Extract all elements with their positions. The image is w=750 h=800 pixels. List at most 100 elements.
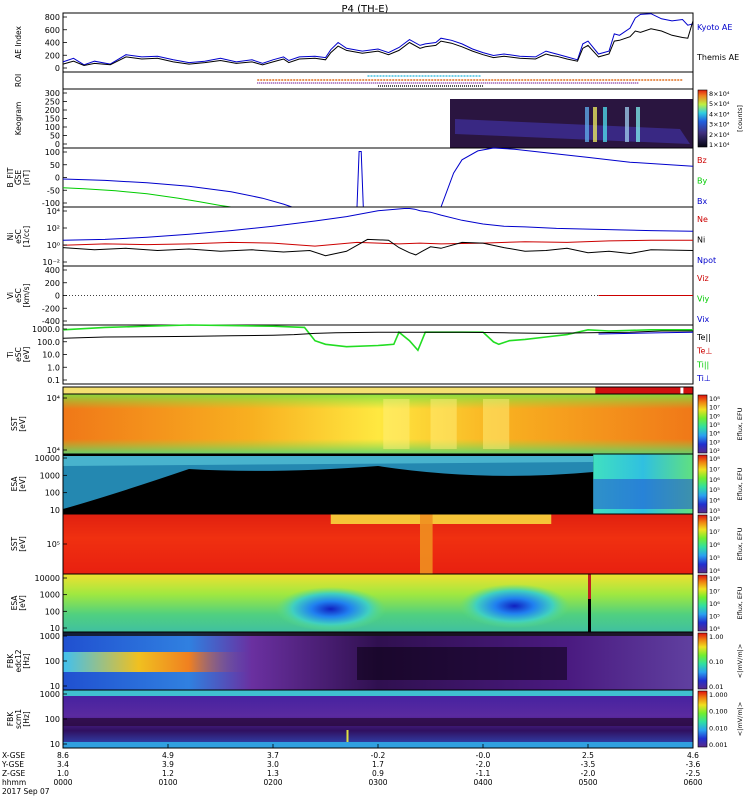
colorbar-tick-fbk1: 0.10 [709, 658, 723, 666]
colorbar-tick-esa1: 10⁷ [709, 465, 720, 473]
keogram-band [455, 119, 690, 144]
panel-fbk1: 1000 100 10 FBK edc12 [Hz] 1.00 0.10 0.01 <|mV/m|… [6, 631, 744, 691]
panel-ae: 800 600 400 200 0 AE Index Kyoto AE Themis AE [14, 12, 739, 73]
ytick-label-fbk2: 100 [45, 715, 60, 724]
colorbar-tick-sst1: 10⁶ [709, 412, 720, 420]
legend-vi-2: Vix [697, 315, 710, 324]
colorbar-fbk1: 1.00 0.10 0.01 <|mV/m|> [697, 632, 744, 691]
xtick-hhmm: 0000 [53, 778, 72, 787]
colorbar-gradient-esa2 [697, 574, 708, 632]
ytick-label-keogram: 300 [45, 89, 60, 98]
ytick-label-esa1: 1000 [40, 471, 60, 480]
series-ni-ne [62, 239, 693, 247]
series-bfit-by [62, 187, 232, 208]
colorbar-label-fbk2: <|mV/m|> [736, 702, 744, 737]
ylabel-line-bfit: B_FIT [6, 167, 15, 187]
colorbar-gradient-fbk2 [697, 690, 708, 748]
colorbar-keogram: 8×10⁴ 5×10⁴ 4×10⁴ 3×10⁴ 2×10⁴ 1×10⁴ [counts] [697, 89, 744, 149]
xaxis-row-label-0: X-GSE [2, 751, 25, 760]
ylabel-line-fbk1: FBK [6, 653, 15, 668]
ylabel-line-vi: [km/s] [22, 283, 31, 307]
xtick-xgse: 4.9 [162, 751, 174, 760]
legend-ae-1: Themis AE [696, 53, 739, 62]
xtick-hhmm: 0600 [683, 778, 702, 787]
panel-esa2: 10000 1000 100 10 ESA [eV] 10⁸ 10⁷ 10⁶ 10⁵ 10⁴ Eflu… [10, 573, 744, 633]
legend-ti-1: Te⊥ [696, 347, 712, 356]
xtick-hhmm: 0500 [578, 778, 597, 787]
ylabel-line-ti: Ti [6, 351, 15, 358]
ylabel-line-fbk1: edc12 [14, 649, 23, 672]
xtick-hhmm: 0300 [368, 778, 387, 787]
esa2-blob-2 [459, 584, 570, 628]
colorbar-label-text-sst2: Eflux, EFU [736, 527, 744, 560]
esa2-blob-1 [275, 587, 386, 631]
fbk1-dark-region [357, 647, 567, 680]
ytick-label-ti: 1000.0 [32, 325, 60, 334]
ytick-label-ti: 10.0 [42, 351, 60, 360]
keogram-streak-4 [636, 107, 640, 142]
flag-bar [63, 387, 693, 394]
xtick-xgse: -0.0 [476, 751, 491, 760]
ytick-label-fbk2: 10 [50, 740, 60, 749]
ytick-label-keogram: 0 [55, 140, 60, 149]
ylabel-ti: Ti eSC [eV] [6, 347, 31, 363]
xtick-hhmm: 0400 [473, 778, 492, 787]
ylabel-esa1: ESA [eV] [10, 476, 27, 492]
ytick-label-vi: 200 [45, 279, 60, 288]
xtick-ygse: 1.7 [372, 760, 384, 769]
xtick-xgse: -0.2 [371, 751, 386, 760]
ytick-label-ae: 800 [45, 13, 60, 22]
xtick-xgse: 3.7 [267, 751, 279, 760]
colorbar-label-keogram: [counts] [736, 105, 744, 132]
panel-frame-bfit [62, 147, 694, 208]
ytick-label-esa2: 10000 [35, 574, 60, 583]
legend-ti-3: Ti⊥ [696, 374, 711, 383]
colorbar-tick-fbk2: 1.000 [709, 691, 728, 699]
ytick-label-bfit: 50 [50, 161, 60, 170]
ytick-label-ti: 0.1 [47, 376, 60, 385]
sst1-bright-band-2 [483, 399, 510, 449]
ylabel-line-esa1: ESA [10, 476, 19, 492]
esa2-black-line [588, 599, 591, 632]
chart-title: P4 (TH-E) [342, 4, 389, 15]
ytick-label-bfit: 0 [55, 174, 60, 183]
keogram-streak-0 [585, 107, 589, 142]
colorbar-label-text-esa1: Eflux, EFU [736, 467, 744, 500]
ylabel-sst2: SST [eV] [10, 536, 27, 552]
ylabel-line-sst1: [eV] [18, 416, 27, 432]
ytick-label-sst2: 10⁵ [47, 540, 60, 549]
ytick-label-vi: -400 [42, 317, 60, 326]
series-ni-npot [62, 208, 694, 241]
colorbar-tick-keogram: 4×10⁴ [709, 110, 730, 118]
xtick-ygse: 3.9 [162, 760, 174, 769]
xtick-zgse: 1.3 [267, 769, 279, 778]
colorbar-tick-esa1: 10⁴ [709, 497, 720, 505]
ylabel-line-esa2: ESA [10, 595, 19, 611]
colorbar-tick-sst1: 10⁴ [709, 430, 720, 438]
ytick-label-esa1: 100 [45, 489, 60, 498]
legend-ae-0: Kyoto AE [697, 23, 732, 32]
series-ti-ti [598, 331, 694, 335]
colorbar-label-sst2: Eflux, EFU [736, 527, 744, 560]
colorbar-label-text-keogram: [counts] [736, 105, 744, 132]
xtick-xgse: 2.5 [582, 751, 594, 760]
ytick-label-ni: 10² [47, 224, 60, 233]
colorbar-label-text-sst1: Eflux, EFU [736, 407, 744, 440]
colorbar-tick-esa2: 10⁴ [709, 625, 720, 633]
xtick-ygse: -2.0 [476, 760, 491, 769]
colorbar-tick-fbk2: 0.100 [709, 708, 728, 716]
colorbar-tick-esa1: 10⁸ [709, 455, 720, 463]
colorbar-label-sst1: Eflux, EFU [736, 407, 744, 440]
ylabel-line-sst2: SST [10, 537, 19, 552]
series-ni-ni [62, 238, 694, 257]
xaxis-row-label-3: hhmm [2, 778, 26, 787]
ylabel-line-ni: Ni [6, 233, 15, 241]
colorbar-tick-sst2: 10⁵ [709, 554, 720, 562]
ylabel-line-esa1: [eV] [18, 476, 27, 492]
ylabel-line-ae: AE Index [14, 25, 23, 58]
ylabel-line-vi: Vi [6, 292, 15, 299]
xtick-xgse: 4.6 [687, 751, 699, 760]
ytick-label-esa1: 10 [50, 506, 60, 515]
